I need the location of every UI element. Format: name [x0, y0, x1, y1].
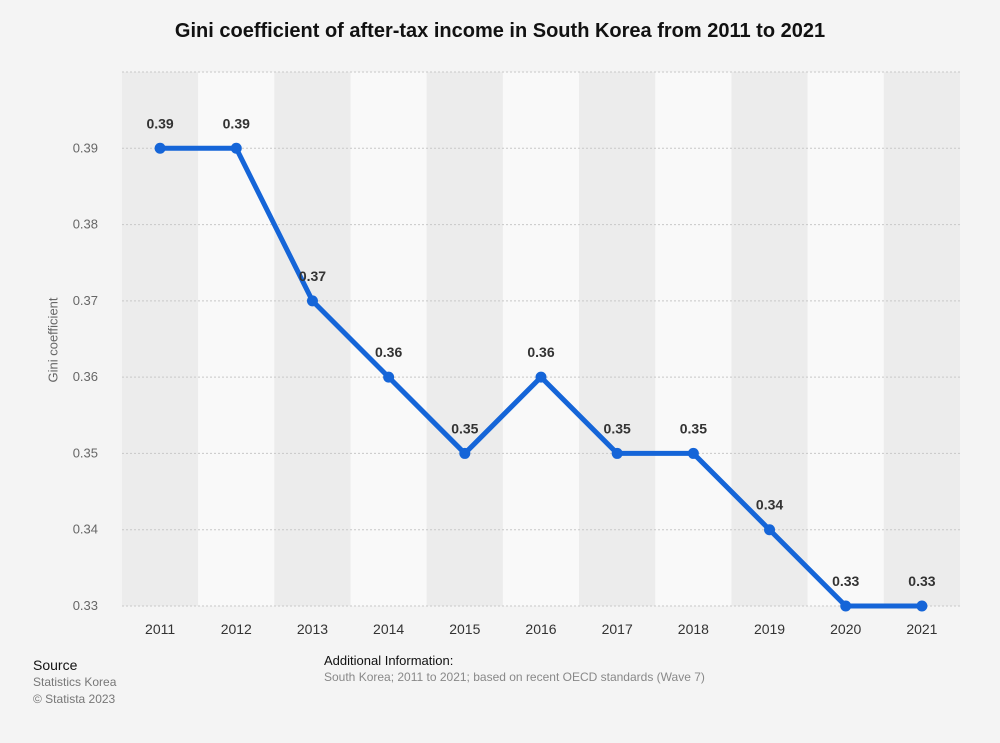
data-point [154, 142, 166, 154]
copyright: © Statista 2023 [33, 692, 116, 706]
additional-info-heading: Additional Information: [324, 653, 454, 668]
source-heading: Source [33, 657, 78, 673]
data-labels: 0.39 0.39 0.37 0.36 0.35 0.36 0.35 0.35 0.34 0.33… [146, 115, 935, 589]
chart-title: Gini coefficient of after-tax income in … [174, 20, 826, 42]
data-label: 0.39 [223, 115, 250, 131]
data-label: 0.35 [680, 420, 707, 436]
y-tick-labels: 0.33 0.34 0.35 0.36 0.37 0.38 0.39 [73, 140, 98, 613]
column-band [655, 72, 732, 606]
y-tick-label: 0.35 [73, 445, 98, 460]
data-point [840, 600, 852, 612]
column-band [579, 72, 656, 606]
column-band [122, 72, 199, 606]
data-label: 0.36 [375, 344, 402, 360]
column-band [883, 72, 960, 606]
data-point [383, 371, 395, 383]
data-point [535, 371, 547, 383]
x-tick-label: 2021 [906, 621, 937, 637]
column-band [807, 72, 884, 606]
x-tick-label: 2017 [602, 621, 633, 637]
column-band [350, 72, 427, 606]
data-label: 0.33 [908, 573, 935, 589]
data-label: 0.37 [299, 268, 326, 284]
data-point [687, 447, 699, 459]
x-tick-label: 2013 [297, 621, 328, 637]
column-band [274, 72, 351, 606]
y-tick-label: 0.36 [73, 369, 98, 384]
x-tick-label: 2011 [145, 621, 175, 637]
y-tick-label: 0.33 [73, 598, 98, 613]
data-point [764, 524, 776, 536]
x-tick-label: 2018 [678, 621, 709, 637]
y-axis-label: Gini coefficient [45, 297, 61, 383]
data-point [611, 447, 623, 459]
data-label: 0.34 [756, 497, 783, 513]
data-point [230, 142, 242, 154]
x-tick-label: 2014 [373, 621, 404, 637]
data-point [306, 295, 318, 307]
additional-info-block: Additional Information: South Korea; 201… [324, 652, 705, 686]
x-tick-label: 2016 [525, 621, 556, 637]
x-tick-label: 2015 [449, 621, 480, 637]
x-tick-label: 2012 [221, 621, 252, 637]
data-points [154, 142, 928, 612]
data-label: 0.35 [451, 420, 478, 436]
data-label: 0.36 [527, 344, 554, 360]
y-tick-label: 0.34 [73, 522, 98, 537]
additional-info-text: South Korea; 2011 to 2021; based on rece… [324, 670, 705, 684]
data-label: 0.35 [604, 420, 631, 436]
y-tick-label: 0.37 [73, 293, 98, 308]
column-band [198, 72, 275, 606]
x-tick-label: 2020 [830, 621, 861, 637]
source-name: Statistics Korea [33, 675, 117, 689]
y-tick-label: 0.39 [73, 140, 98, 155]
data-point [916, 600, 928, 612]
column-band [731, 72, 808, 606]
y-tick-label: 0.38 [73, 217, 98, 232]
x-tick-label: 2019 [754, 621, 785, 637]
column-band [426, 72, 503, 606]
data-label: 0.33 [832, 573, 859, 589]
source-block: Source Statistics Korea © Statista 2023 [33, 657, 116, 708]
data-point [459, 447, 471, 459]
column-bands [122, 72, 960, 606]
column-band [502, 72, 580, 606]
x-tick-labels: 2011 2012 2013 2014 2015 2016 2017 2018 2019 2020… [145, 621, 938, 637]
data-label: 0.39 [146, 115, 173, 131]
